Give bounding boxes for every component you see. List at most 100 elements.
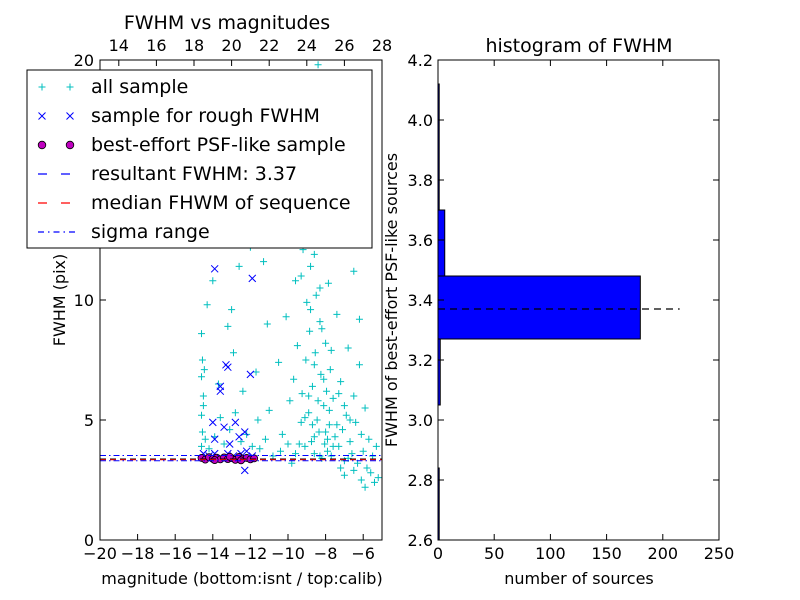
all-sample-point-123 — [308, 421, 316, 429]
all-sample-point-56 — [306, 327, 314, 335]
all-sample-point-133 — [269, 452, 277, 460]
all-sample-point-155 — [263, 320, 271, 328]
rough-fwhm-point-12 — [240, 428, 249, 436]
rough-fwhm-point-19 — [210, 264, 219, 273]
top-x-tick-label-4: 22 — [259, 36, 279, 55]
left-x-tick-label-1: −18 — [121, 544, 155, 563]
all-sample-point-114 — [297, 272, 305, 280]
all-sample-point-95 — [357, 430, 365, 438]
left-y-top-tick-label: 20 — [74, 51, 94, 70]
legend-box — [26, 69, 373, 249]
all-sample-point-1 — [198, 428, 206, 436]
all-sample-point-77 — [325, 421, 333, 429]
legend-key-1-0 — [38, 112, 46, 120]
all-sample-point-139 — [361, 483, 369, 491]
legend-entry-all-sample: all sample — [91, 76, 188, 98]
all-sample-point-67 — [316, 318, 324, 326]
top-x-tick-label-7: 28 — [372, 36, 392, 55]
all-sample-point-75 — [323, 447, 331, 455]
all-sample-point-29 — [235, 262, 243, 270]
all-sample-point-35 — [261, 435, 269, 443]
all-sample-point-55 — [305, 409, 313, 417]
all-sample-point-122 — [322, 428, 330, 436]
right-y-tick-label-5: 3.6 — [408, 231, 433, 250]
all-sample-point-96 — [359, 447, 367, 455]
all-sample-point-128 — [323, 435, 331, 443]
all-sample-point-82 — [333, 310, 341, 318]
legend-entry-median-fwhm: median FHWM of sequence — [91, 192, 351, 214]
left-x-tick-label-7: −6 — [351, 544, 375, 563]
all-sample-point-68 — [317, 370, 325, 378]
all-sample-point-117 — [320, 375, 328, 383]
all-sample-point-138 — [357, 476, 365, 484]
all-sample-point-49 — [298, 390, 306, 398]
right-x-tick-label-4: 200 — [648, 544, 679, 563]
all-sample-point-45 — [292, 277, 300, 285]
all-sample-point-84 — [337, 378, 345, 386]
rough-fwhm-point-20 — [248, 274, 257, 283]
all-sample-point-129 — [310, 433, 318, 441]
left-x-tick-label-2: −16 — [158, 544, 192, 563]
right-y-tick-label-6: 3.8 — [408, 171, 433, 190]
all-sample-point-51 — [301, 442, 309, 450]
all-sample-point-105 — [310, 250, 318, 258]
all-sample-point-100 — [367, 469, 375, 477]
top-x-tick-label-5: 24 — [297, 36, 317, 55]
all-sample-point-4 — [198, 373, 206, 381]
all-sample-point-104 — [374, 474, 382, 482]
all-sample-point-31 — [252, 368, 260, 376]
all-sample-point-116 — [310, 361, 318, 369]
all-sample-point-71 — [320, 402, 328, 410]
right-chart-title: histogram of FWHM — [485, 35, 672, 57]
right-y-tick-label-7: 4.0 — [408, 111, 433, 130]
all-sample-point-22 — [239, 387, 247, 395]
legend-key-2-1 — [65, 140, 75, 150]
left-reference-lines — [100, 455, 382, 462]
rough-fwhm-point-7 — [242, 447, 251, 456]
left-x-tick-label-6: −8 — [314, 544, 338, 563]
legend-key-2-0 — [37, 140, 47, 150]
all-sample-point-7 — [201, 435, 209, 443]
right-axis-ticks: 0 50 100 150 200 250 2.6 2.8 3.0 3.2 3.4 3.6 3.8 4.0 4… — [408, 51, 735, 563]
right-x-tick-label-0: 0 — [433, 544, 443, 563]
left-chart-title: FWHM vs magnitudes — [124, 12, 330, 34]
rough-fwhm-point-9 — [240, 466, 249, 475]
left-x-tick-label-0: −20 — [83, 544, 117, 563]
all-sample-point-119 — [305, 392, 313, 400]
left-axis-ticks: −20 −18 −16 −14 −12 −10 −8 −6 0 5 10 14 16 18 20 22 24 26… — [74, 36, 393, 563]
all-sample-point-62 — [311, 349, 319, 357]
all-sample-point-64 — [313, 416, 321, 424]
right-x-axis-label: number of sources — [504, 569, 654, 588]
right-y-axis-label: FWHM of best-effort PSF-like sources — [382, 153, 401, 447]
left-x-axis-label: magnitude (bottom:isnt / top:calib) — [101, 569, 382, 588]
all-sample-point-15 — [226, 426, 234, 434]
all-sample-point-19 — [248, 442, 256, 450]
left-y-axis-label: FWHM (pix) — [50, 254, 69, 347]
right-x-tick-label-3: 150 — [591, 544, 622, 563]
all-sample-point-63 — [312, 291, 320, 299]
all-sample-point-46 — [293, 342, 301, 350]
all-sample-point-134 — [337, 464, 345, 472]
rough-fwhm-point-11 — [231, 418, 240, 427]
histogram-bar-2 — [437, 275, 641, 340]
all-sample-point-42 — [286, 397, 294, 405]
right-x-tick-label-2: 100 — [535, 544, 566, 563]
all-sample-point-127 — [333, 421, 341, 429]
all-sample-point-137 — [350, 466, 358, 474]
all-sample-point-125 — [329, 442, 337, 450]
all-sample-point-118 — [314, 397, 322, 405]
all-sample-point-5 — [198, 356, 206, 364]
all-sample-point-90 — [348, 450, 356, 458]
all-sample-point-94 — [355, 361, 363, 369]
all-sample-point-98 — [363, 464, 371, 472]
all-sample-point-151 — [350, 267, 358, 275]
rough-fwhm-point-22 — [225, 440, 234, 448]
all-sample-point-153 — [355, 315, 363, 323]
all-sample-point-14 — [220, 440, 228, 448]
histogram-bar-3 — [437, 209, 446, 277]
rough-fwhm-point-10 — [220, 423, 228, 432]
right-y-tick-label-4: 3.4 — [408, 291, 433, 310]
all-sample-point-136 — [340, 471, 348, 479]
all-sample-point-132 — [276, 447, 284, 455]
